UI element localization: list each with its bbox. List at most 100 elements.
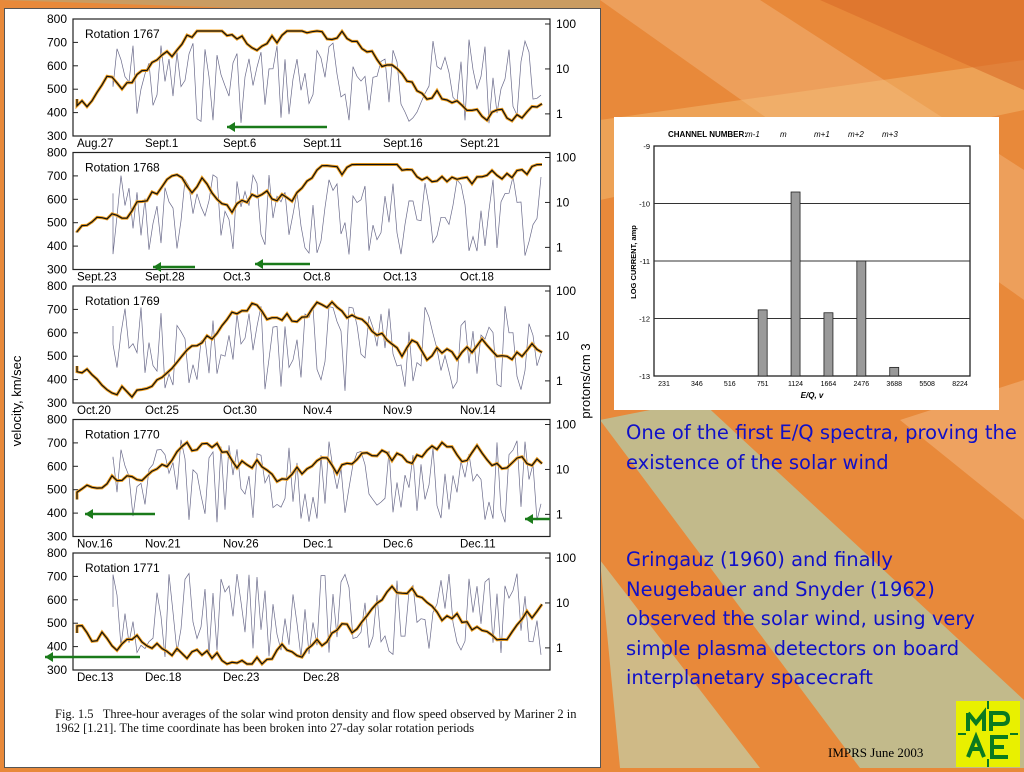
y-right-tick: 1 [556, 507, 563, 521]
y-right-tick: 100 [556, 284, 576, 298]
spectrum-x-tick: 346 [691, 381, 703, 388]
y-left-tick: 300 [47, 396, 67, 410]
y-left-tick: 700 [47, 302, 67, 316]
y-left-tick: 500 [47, 349, 67, 363]
date-label: Nov.14 [460, 405, 496, 417]
y-left-tick: 400 [47, 506, 67, 520]
y-left-tick: 500 [47, 616, 67, 630]
rotation-label: Rotation 1769 [85, 294, 160, 308]
green-arrow-head [85, 509, 93, 519]
channel-label: m+3 [882, 130, 898, 139]
spectrum-y-tick: -11 [640, 257, 650, 266]
rotation-label: Rotation 1768 [85, 161, 160, 175]
spectrum-y-tick: -10 [639, 200, 650, 209]
y-right-tick: 1 [556, 641, 563, 655]
date-label: Dec.6 [383, 539, 413, 551]
panel-frame [72, 418, 551, 538]
spectrum-x-tick: 1664 [821, 381, 837, 388]
date-label: Oct.30 [223, 405, 257, 417]
spectra-description: One of the first E/Q spectra, proving th… [626, 421, 1017, 474]
density-trace [112, 174, 542, 256]
footer-text: IMPRS June 2003 [828, 745, 924, 760]
y-left-tick: 400 [47, 239, 67, 253]
spectrum-bars [757, 191, 900, 377]
spectrum-bar [790, 191, 801, 377]
velocity-trace-orange [75, 28, 543, 123]
spectrum-bar [757, 309, 768, 377]
date-label: Aug.27 [77, 138, 113, 150]
channel-label: m+1 [814, 130, 830, 139]
spectrum-y-ticks: -9 -10 -11 -12 -13 [639, 142, 650, 381]
y-left-tick: 800 [47, 279, 67, 293]
date-label: Nov.4 [303, 405, 333, 417]
spectrum-x-ticks: 231 346 516 751 1124 1664 2476 3688 5508 8224 [658, 381, 968, 388]
y-right-tick: 10 [556, 596, 570, 610]
green-arrow-head [153, 262, 161, 272]
y-right-tick: 1 [556, 374, 563, 388]
y-right-tick: 100 [556, 551, 576, 565]
panel-frame [72, 18, 551, 137]
y-left-tick: 600 [47, 326, 67, 340]
y-left-tick: 300 [47, 263, 67, 277]
velocity-trace [76, 301, 543, 398]
y-left-tick: 600 [47, 459, 67, 473]
spectrum-bar [889, 366, 900, 377]
velocity-trace [76, 30, 543, 122]
mpae-logo [956, 701, 1020, 767]
y-left-tick: 700 [47, 169, 67, 183]
caption-prefix: Fig. 1.5 [55, 707, 94, 721]
y-left-tick: 700 [47, 569, 67, 583]
spectrum-y-tick: -13 [639, 372, 650, 381]
spectrum-x-label: E/Q, v [801, 391, 824, 400]
eq-spectrum-figure: CHANNEL NUMBER: m-1 m m+1 m+2 m+3 -9 -10 -11 -1… [614, 117, 999, 410]
date-label: Dec.18 [145, 672, 181, 684]
y-left-tick: 600 [47, 593, 67, 607]
spectrum-x-tick: 5508 [919, 381, 935, 388]
data-traces [45, 28, 550, 667]
velocity-trace [76, 441, 543, 500]
rotation-label: Rotation 1770 [85, 428, 160, 442]
green-arrow-head [525, 514, 533, 524]
y-left-tick: 800 [47, 12, 67, 26]
spectrum-x-tick: 8224 [952, 381, 968, 388]
spectrum-x-tick: 751 [757, 381, 769, 388]
density-trace [112, 439, 542, 523]
spectrum-x-tick: 1124 [788, 381, 803, 388]
spectrum-y-label: LOG CURRENT, amp [629, 225, 638, 299]
y-left-tick: 500 [47, 216, 67, 230]
date-label: Nov.26 [223, 539, 259, 551]
y-left-tick: 700 [47, 35, 67, 49]
spectrum-y-tick: -12 [639, 315, 650, 324]
y-right-tick: 10 [556, 462, 570, 476]
density-trace [112, 572, 542, 658]
date-label: Oct.13 [383, 272, 417, 284]
date-label: Nov.9 [383, 405, 412, 417]
y-left-label: velocity, km/sec [9, 355, 24, 446]
channel-label: m+2 [848, 130, 864, 139]
date-label: Oct.3 [223, 272, 250, 284]
date-label: Sept.6 [223, 138, 256, 150]
date-label: Sept.11 [303, 138, 342, 150]
panel-frame [72, 552, 551, 671]
rotation-label: Rotation 1767 [85, 27, 160, 41]
density-trace [112, 39, 542, 124]
solar-wind-figure: 800 700 600 500 400 300 100 10 1 Rotation 1767 Aug… [4, 8, 601, 768]
y-right-label: protons/cm 3 [578, 343, 593, 418]
y-left-tick: 800 [47, 146, 67, 160]
date-label: Sept.28 [145, 272, 185, 284]
y-left-tick: 400 [47, 373, 67, 387]
rotation-label: Rotation 1771 [85, 561, 160, 575]
date-label: Sept.16 [383, 138, 423, 150]
panel-labels: 800 700 600 500 400 300 100 10 1 Rotation 1767 Aug… [47, 12, 576, 684]
date-label: Dec.11 [460, 539, 496, 551]
spectrum-x-tick: 3688 [886, 381, 902, 388]
y-left-tick: 500 [47, 82, 67, 96]
spectrum-x-tick: 516 [724, 381, 736, 388]
y-right-tick: 100 [556, 151, 576, 165]
velocity-trace [76, 163, 543, 233]
y-left-tick: 500 [47, 483, 67, 497]
date-label: Sept.21 [460, 138, 500, 150]
y-right-tick: 10 [556, 62, 570, 76]
green-arrow-head [45, 652, 53, 662]
y-right-tick: 1 [556, 240, 563, 254]
